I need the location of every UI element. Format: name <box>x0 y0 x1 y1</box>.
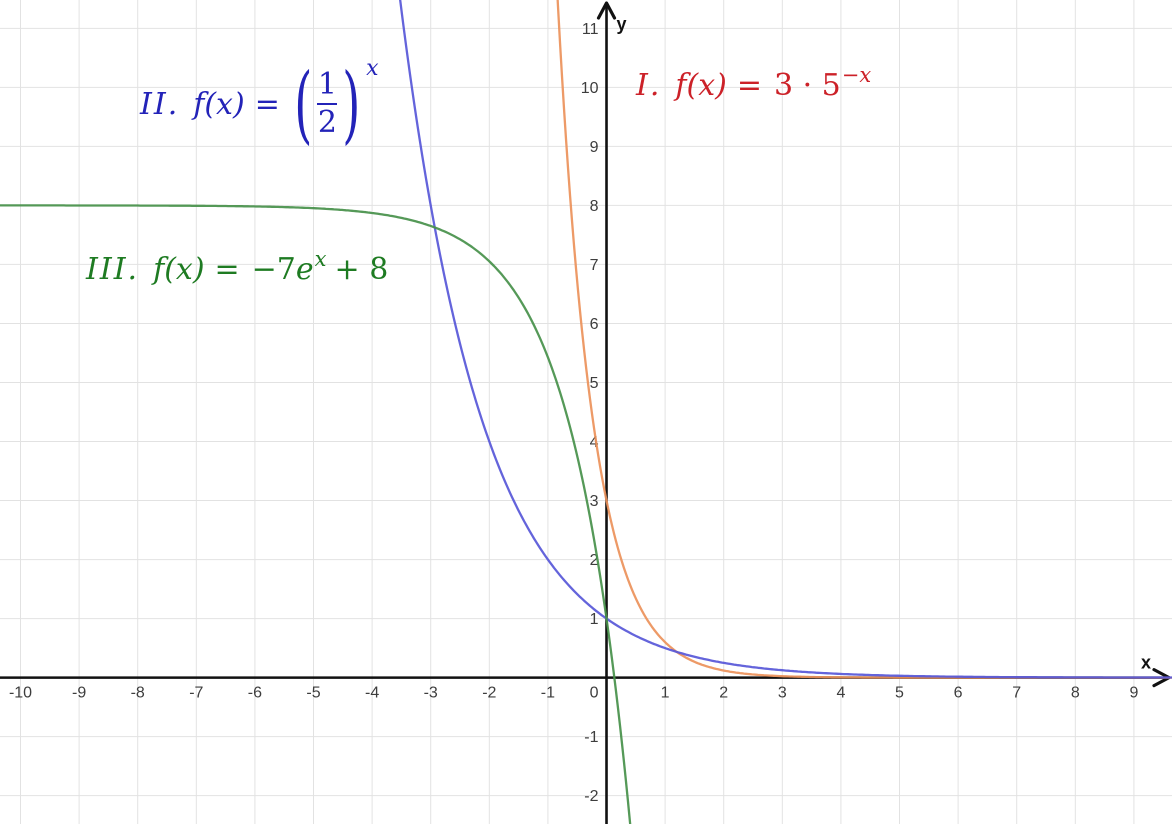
equation-label-I[interactable]: I. f(x) = 3 · 5 −x <box>636 63 871 103</box>
label-I-exponent: −x <box>841 63 872 87</box>
x-tick-label: -4 <box>365 685 379 702</box>
label-III-equals: = <box>214 252 240 287</box>
x-tick-label: -7 <box>189 685 203 702</box>
x-tick-label: 1 <box>661 685 670 702</box>
x-tick-label: 2 <box>719 685 728 702</box>
x-tick-label: -3 <box>424 685 438 702</box>
x-tick-label: -1 <box>541 685 555 702</box>
label-III-exponent: x <box>314 247 327 271</box>
label-III-coefficient: −7 <box>251 252 296 287</box>
fraction-numerator: 1 <box>317 66 338 102</box>
equation-label-III[interactable]: III. f(x) = −7 e x + 8 <box>86 247 389 287</box>
y-tick-label: 11 <box>582 21 599 38</box>
x-tick-label: -5 <box>306 685 320 702</box>
y-tick-label: 6 <box>590 316 599 333</box>
right-parenthesis: ) <box>342 54 361 154</box>
y-axis-label: y <box>617 14 627 34</box>
curve-III[interactable] <box>0 204 1172 824</box>
left-parenthesis: ( <box>294 54 313 154</box>
fraction-bar <box>317 103 338 105</box>
fraction-one-half: 1 2 <box>317 66 338 140</box>
x-tick-label: 7 <box>1012 685 1021 702</box>
x-tick-label: 9 <box>1129 685 1138 702</box>
label-II-equals: = <box>254 86 280 122</box>
x-tick-label: 6 <box>954 685 963 702</box>
label-III-constant: + 8 <box>334 252 389 287</box>
y-tick-label: 1 <box>590 611 599 628</box>
x-tick-label: 8 <box>1071 685 1080 702</box>
x-tick-label: -2 <box>482 685 496 702</box>
fraction-denominator: 2 <box>317 105 338 140</box>
x-axis-label: x <box>1141 653 1151 673</box>
x-tick-label: -10 <box>9 685 32 702</box>
label-II-exponent: x <box>366 56 379 81</box>
equation-label-II[interactable]: II. f(x) = ( 1 2 ) x <box>140 56 379 152</box>
y-tick-label: 5 <box>590 375 599 392</box>
label-III-roman: III. <box>86 252 140 287</box>
y-tick-label: 8 <box>590 198 599 215</box>
curve-II[interactable] <box>0 0 1172 679</box>
label-I-body: 3 · 5 <box>773 68 841 103</box>
x-tick-label: 3 <box>778 685 787 702</box>
y-tick-label: -2 <box>584 788 598 805</box>
label-I-equals: = <box>736 68 762 103</box>
label-III-function: f(x) <box>153 252 205 287</box>
y-tick-label: 3 <box>590 493 599 510</box>
y-tick-label: 4 <box>590 434 599 451</box>
x-tick-label: -8 <box>131 685 145 702</box>
y-tick-label: -1 <box>584 729 598 746</box>
y-tick-label: 7 <box>590 257 599 274</box>
label-I-roman: I. <box>636 68 662 103</box>
x-tick-label: -6 <box>248 685 262 702</box>
x-tick-label: 4 <box>836 685 845 702</box>
x-tick-label: 5 <box>895 685 904 702</box>
x-tick-label: -9 <box>72 685 86 702</box>
y-tick-label: 2 <box>590 552 599 569</box>
y-axis-arrow-icon <box>596 1 617 20</box>
y-tick-label: 9 <box>590 139 599 156</box>
label-III-e: e <box>295 252 314 287</box>
label-II-function: f(x) <box>193 86 245 122</box>
label-I-function: f(x) <box>675 68 727 103</box>
y-tick-label: 10 <box>581 80 599 97</box>
x-tick-label: 0 <box>590 685 599 702</box>
label-II-roman: II. <box>140 86 180 122</box>
